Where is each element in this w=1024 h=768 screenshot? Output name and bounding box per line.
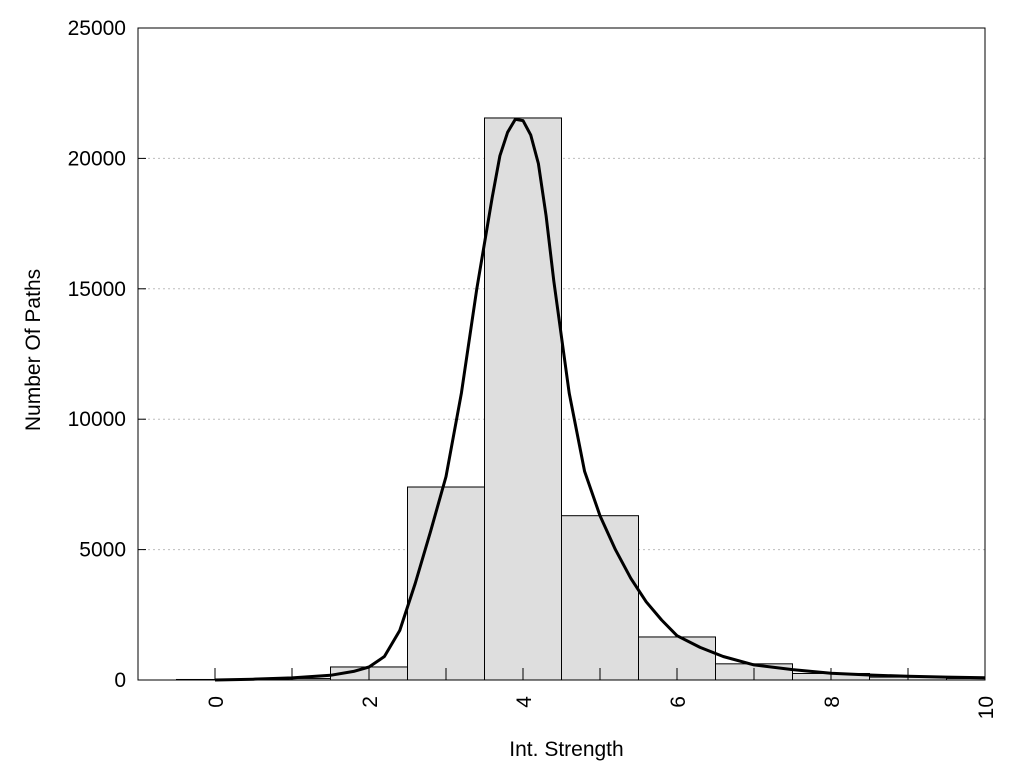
y-tick-label-3: 15000 (68, 278, 126, 301)
x-tick-label-0: 0 (205, 696, 228, 708)
y-tick-label-2: 10000 (68, 408, 126, 431)
axis-ticks (138, 27, 986, 681)
x-tick-label-3: 6 (667, 696, 690, 708)
y-tick-label-5: 25000 (68, 17, 126, 40)
fit-curve-layer (214, 117, 986, 682)
tick-labels: 0 5000 10000 15000 20000 25000 0 2 4 6 8 10 (68, 17, 998, 719)
x-tick-label-5: 10 (975, 696, 998, 719)
y-axis-label: Number Of Paths (22, 269, 45, 431)
x-tick-label-4: 8 (821, 696, 844, 708)
grid-lines (138, 157, 985, 551)
plot-frame (137, 27, 986, 681)
histogram-bars (176, 117, 986, 681)
bar-5 (561, 515, 639, 681)
y-tick-label-1: 5000 (79, 539, 126, 562)
bar-4 (484, 117, 562, 681)
y-tick-label-0: 0 (114, 669, 126, 692)
x-tick-label-1: 2 (359, 696, 382, 708)
y-tick-label-4: 20000 (68, 147, 126, 170)
x-axis-label: Int. Strength (509, 738, 623, 761)
fit-curve (214, 117, 986, 682)
x-tick-label-2: 4 (513, 696, 536, 708)
bar-3 (407, 486, 485, 681)
